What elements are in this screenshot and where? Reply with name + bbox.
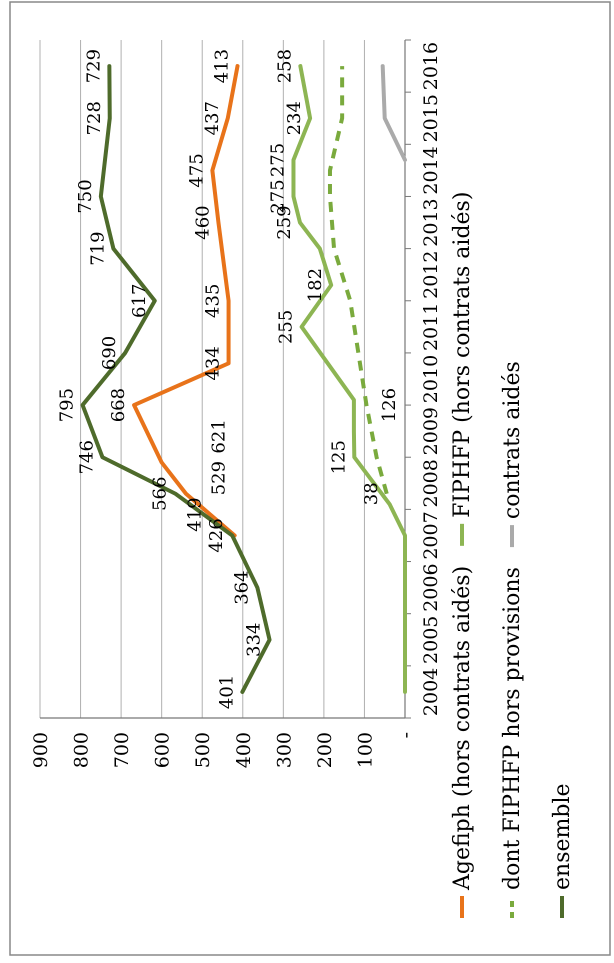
y-tick-label: 100: [354, 732, 376, 768]
x-tick-label: 2009: [420, 407, 442, 455]
data-label: 435: [203, 284, 224, 318]
series-line-ensemble: [80, 64, 272, 694]
y-tick-labels: - 100 200 300 400 500 600 700 800 900: [30, 732, 417, 768]
data-label: 750: [75, 179, 96, 213]
series-lines: [80, 64, 407, 694]
data-label: 419: [184, 497, 205, 531]
data-label: 182: [305, 268, 326, 302]
y-tick-label: 800: [71, 732, 93, 768]
data-label: 259: [274, 205, 295, 239]
legend-label: Agefiph (hors contrats aidés): [450, 566, 475, 891]
data-label: 529: [209, 461, 230, 495]
x-tick-label: 2016: [420, 42, 442, 90]
data-label: 566: [149, 477, 170, 511]
x-tick-label: 2015: [420, 94, 442, 142]
data-label: 621: [209, 419, 230, 453]
data-label: 258: [274, 49, 295, 83]
y-tick-label: 400: [233, 732, 255, 768]
legend-label: ensemble: [550, 784, 575, 891]
data-label: 719: [87, 231, 108, 265]
series-line-dont-fiphfp-hors-provisions: [327, 66, 389, 495]
data-label: 426: [206, 518, 227, 552]
x-tick-label: 2006: [420, 563, 442, 611]
data-label: 668: [108, 388, 129, 422]
legend: Agefiph (hors contrats aidés) FIPHFP (hor…: [450, 192, 575, 918]
y-tick-label: 200: [314, 732, 336, 768]
x-tick-label: 2011: [420, 303, 442, 351]
data-label: 275: [267, 179, 288, 213]
legend-label: dont FIPHFP hors provisions: [500, 567, 525, 890]
legend-label: contrats aidés: [500, 361, 525, 519]
y-tick-label: 900: [30, 732, 52, 768]
y-tick-label: -: [395, 732, 417, 738]
legend-label: FIPHFP (hors contrats aidés): [450, 192, 475, 518]
x-tick-label: 2010: [420, 355, 442, 403]
y-tick-label: 300: [273, 732, 295, 768]
data-label: 795: [57, 388, 78, 422]
data-label: 729: [83, 49, 104, 83]
x-tick-labels: 2004 2005 2006 2007 2008 2009 2010 2011 2012 2013…: [420, 42, 442, 716]
data-label: 690: [99, 336, 120, 370]
x-tick-label: 2005: [420, 616, 442, 664]
x-tick-label: 2014: [420, 146, 442, 194]
x-tick-label: 2007: [420, 511, 442, 559]
data-label: 617: [129, 284, 150, 318]
data-label: 364: [231, 570, 252, 604]
data-label: 460: [192, 205, 213, 239]
data-label: 437: [202, 101, 223, 135]
data-label: 38: [361, 482, 382, 505]
y-tick-label: 700: [111, 732, 133, 768]
x-tick-label: 2004: [420, 668, 442, 716]
x-tick-label: 2013: [420, 198, 442, 246]
data-label: 413: [212, 49, 233, 83]
data-label: 275: [267, 143, 288, 177]
data-label: 255: [276, 310, 297, 344]
y-tick-label: 500: [192, 732, 214, 768]
x-tick-label: 2012: [420, 251, 442, 299]
data-label: 746: [76, 440, 97, 474]
data-label: 234: [284, 101, 305, 135]
data-label: 125: [328, 440, 349, 474]
data-label: 728: [84, 101, 105, 135]
data-label: 334: [244, 623, 265, 657]
series-line-agefiph-hors-contrats-aid-s: [132, 64, 240, 538]
data-label: 401: [216, 675, 237, 709]
data-label: 434: [203, 346, 224, 380]
series-line-fiphfp-hors-contrats-aid-s: [291, 64, 407, 694]
data-label: 475: [186, 153, 207, 187]
data-label: 126: [379, 388, 400, 422]
series-line-contrats-aid-s: [380, 64, 407, 162]
x-tick-label: 2008: [420, 459, 442, 507]
y-tick-label: 600: [152, 732, 174, 768]
chart-border: [9, 1, 611, 956]
